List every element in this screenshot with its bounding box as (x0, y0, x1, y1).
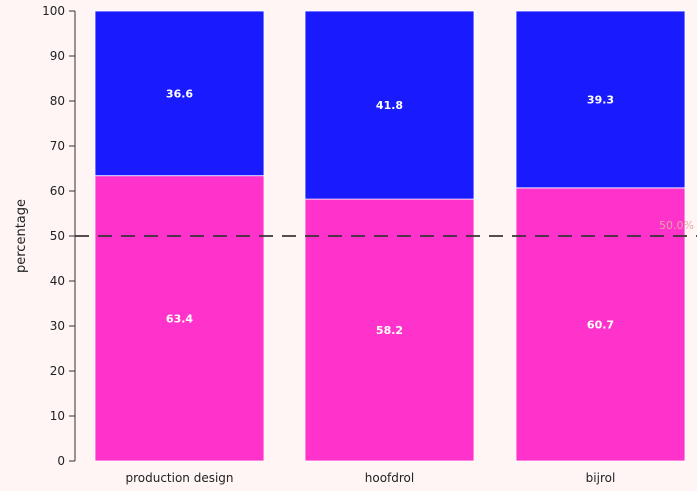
y-tick-label: 90 (50, 49, 65, 63)
bar-segment (94, 175, 265, 462)
bar-segment (515, 187, 686, 462)
category-label: bijrol (586, 471, 616, 485)
bar-segment (94, 10, 265, 177)
y-tick-label: 20 (50, 364, 65, 378)
data-label: 39.3 (587, 93, 614, 106)
data-label: 63.4 (166, 312, 193, 325)
bars-layer: 63.4 36.6 58.2 41.8 60.7 39.3 (94, 10, 686, 462)
data-label: 41.8 (376, 99, 403, 112)
y-tick-label: 0 (57, 454, 65, 468)
y-tick-label: 30 (50, 319, 65, 333)
reference-line-label: 50.0% (659, 219, 694, 232)
y-tick-labels: 0 10 20 30 40 50 60 70 80 90 100 (42, 4, 65, 468)
y-tick-label: 70 (50, 139, 65, 153)
data-label: 36.6 (166, 87, 193, 100)
category-label: hoofdrol (365, 471, 414, 485)
y-tick-label: 50 (50, 229, 65, 243)
y-axis-label: percentage (14, 199, 29, 273)
y-axis (69, 10, 76, 462)
y-tick-label: 80 (50, 94, 65, 108)
category-labels: production design hoofdrol bijrol (125, 471, 615, 485)
bar-segment (304, 10, 475, 200)
category-label: production design (125, 471, 233, 485)
y-tick-label: 60 (50, 184, 65, 198)
data-label: 58.2 (376, 324, 403, 337)
y-tick-label: 10 (50, 409, 65, 423)
bar-segment (515, 10, 686, 189)
reference-line-layer: 50.0% (75, 219, 697, 237)
y-tick-label: 100 (42, 4, 65, 18)
y-tick-label: 40 (50, 274, 65, 288)
data-label: 60.7 (587, 318, 614, 331)
